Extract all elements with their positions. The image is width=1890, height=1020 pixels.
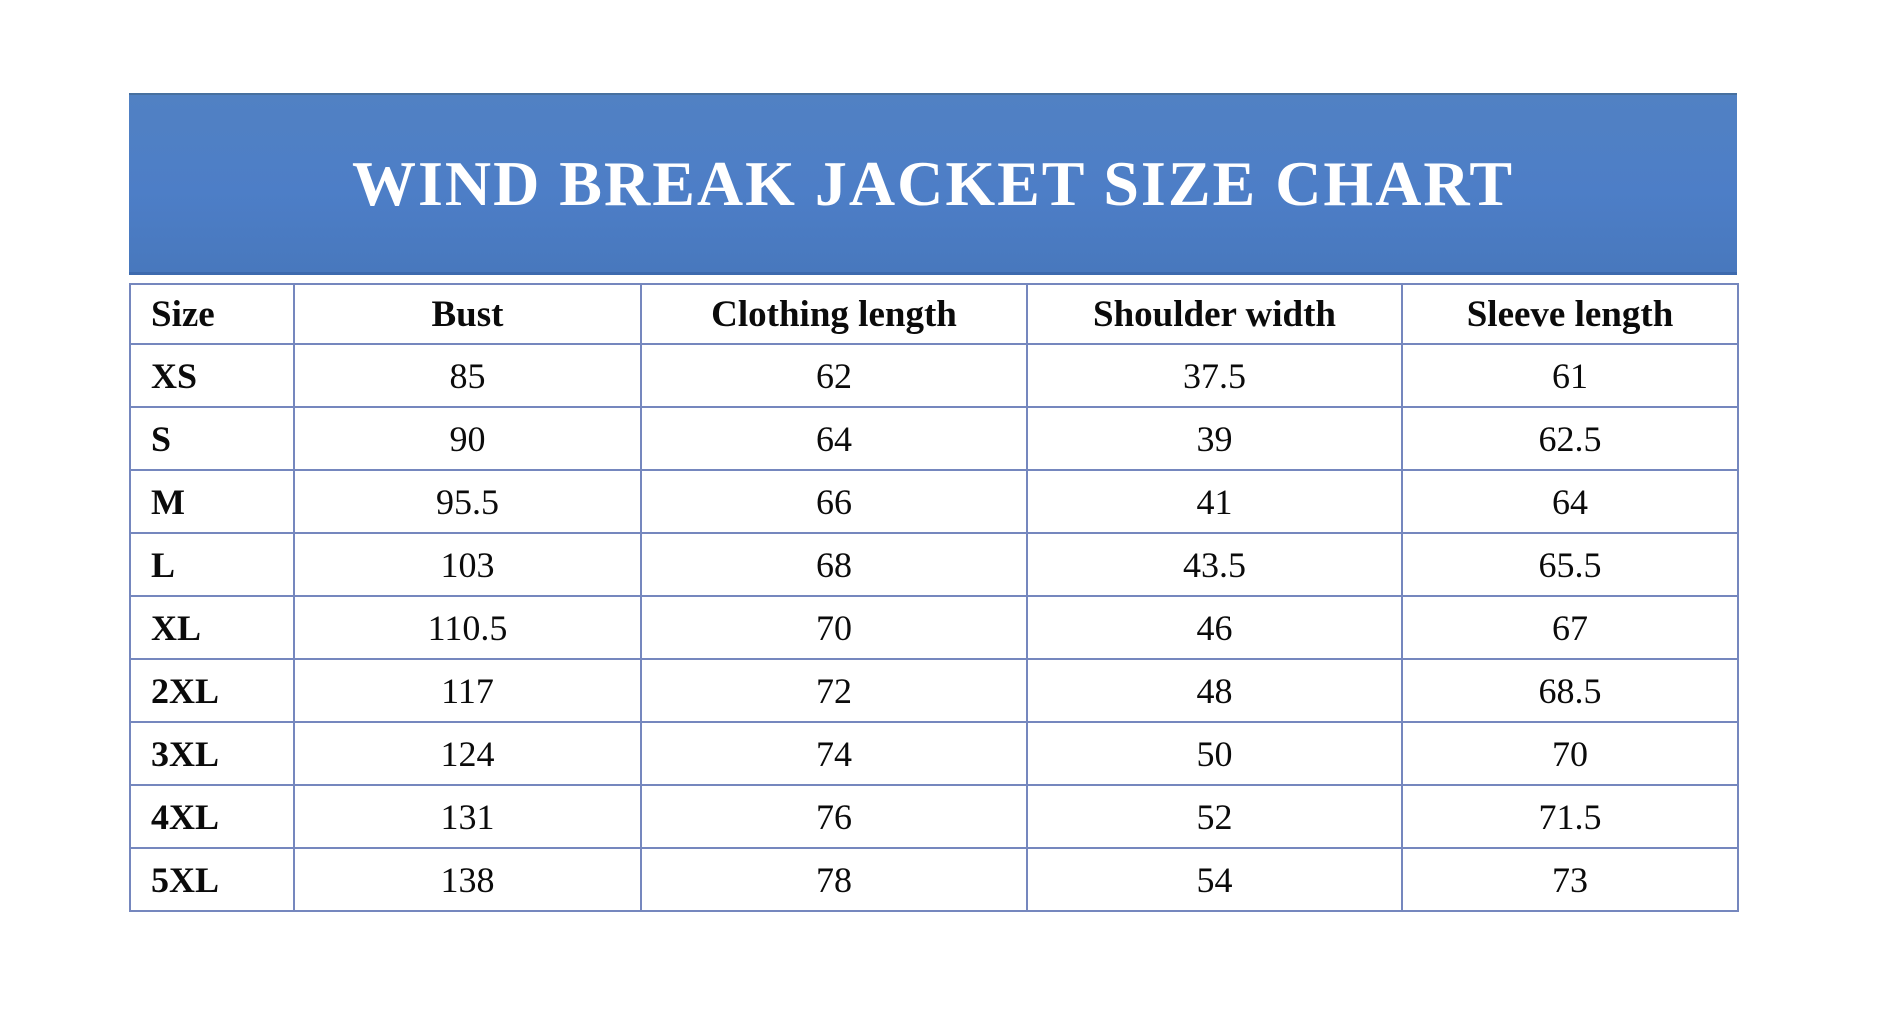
bust-cell: 117 — [293, 658, 642, 723]
column-header-sleeve-length: Sleeve length — [1401, 283, 1739, 345]
bust-cell: 85 — [293, 343, 642, 408]
sleeve-length-cell: 65.5 — [1401, 532, 1739, 597]
clothing-length-cell: 68 — [640, 532, 1028, 597]
shoulder-width-cell: 41 — [1026, 469, 1403, 534]
size-table: Size Bust Clothing length Shoulder width… — [129, 283, 1739, 912]
sleeve-length-cell: 71.5 — [1401, 784, 1739, 849]
size-cell: 5XL — [129, 847, 295, 912]
column-header-shoulder-width: Shoulder width — [1026, 283, 1403, 345]
shoulder-width-cell: 50 — [1026, 721, 1403, 786]
shoulder-width-cell: 43.5 — [1026, 532, 1403, 597]
bust-cell: 131 — [293, 784, 642, 849]
column-header-size: Size — [129, 283, 295, 345]
size-cell: 2XL — [129, 658, 295, 723]
table-row-4xl: 4XL 131 76 52 71.5 — [129, 784, 1739, 849]
sleeve-length-cell: 73 — [1401, 847, 1739, 912]
size-cell: XS — [129, 343, 295, 408]
sleeve-length-cell: 70 — [1401, 721, 1739, 786]
sleeve-length-cell: 67 — [1401, 595, 1739, 660]
header-row: Size Bust Clothing length Shoulder width… — [129, 283, 1739, 345]
table-row-2xl: 2XL 117 72 48 68.5 — [129, 658, 1739, 723]
table-row-5xl: 5XL 138 78 54 73 — [129, 847, 1739, 912]
clothing-length-cell: 76 — [640, 784, 1028, 849]
clothing-length-cell: 70 — [640, 595, 1028, 660]
clothing-length-cell: 72 — [640, 658, 1028, 723]
bust-cell: 110.5 — [293, 595, 642, 660]
bust-cell: 103 — [293, 532, 642, 597]
size-cell: 4XL — [129, 784, 295, 849]
table-row-s: S 90 64 39 62.5 — [129, 406, 1739, 471]
column-header-clothing-length: Clothing length — [640, 283, 1028, 345]
size-cell: M — [129, 469, 295, 534]
table-row-l: L 103 68 43.5 65.5 — [129, 532, 1739, 597]
clothing-length-cell: 62 — [640, 343, 1028, 408]
shoulder-width-cell: 48 — [1026, 658, 1403, 723]
sleeve-length-cell: 68.5 — [1401, 658, 1739, 723]
shoulder-width-cell: 46 — [1026, 595, 1403, 660]
clothing-length-cell: 78 — [640, 847, 1028, 912]
sleeve-length-cell: 62.5 — [1401, 406, 1739, 471]
table-row-3xl: 3XL 124 74 50 70 — [129, 721, 1739, 786]
clothing-length-cell: 74 — [640, 721, 1028, 786]
title-banner: WIND BREAK JACKET SIZE CHART — [129, 93, 1737, 275]
shoulder-width-cell: 52 — [1026, 784, 1403, 849]
shoulder-width-cell: 37.5 — [1026, 343, 1403, 408]
table-row-xl: XL 110.5 70 46 67 — [129, 595, 1739, 660]
bust-cell: 90 — [293, 406, 642, 471]
bust-cell: 138 — [293, 847, 642, 912]
size-cell: S — [129, 406, 295, 471]
sleeve-length-cell: 61 — [1401, 343, 1739, 408]
sleeve-length-cell: 64 — [1401, 469, 1739, 534]
page-title: WIND BREAK JACKET SIZE CHART — [351, 147, 1515, 219]
size-cell: L — [129, 532, 295, 597]
shoulder-width-cell: 39 — [1026, 406, 1403, 471]
bust-cell: 124 — [293, 721, 642, 786]
shoulder-width-cell: 54 — [1026, 847, 1403, 912]
clothing-length-cell: 66 — [640, 469, 1028, 534]
size-cell: 3XL — [129, 721, 295, 786]
column-header-bust: Bust — [293, 283, 642, 345]
clothing-length-cell: 64 — [640, 406, 1028, 471]
table-row-m: M 95.5 66 41 64 — [129, 469, 1739, 534]
table-row-xs: XS 85 62 37.5 61 — [129, 343, 1739, 408]
size-cell: XL — [129, 595, 295, 660]
bust-cell: 95.5 — [293, 469, 642, 534]
